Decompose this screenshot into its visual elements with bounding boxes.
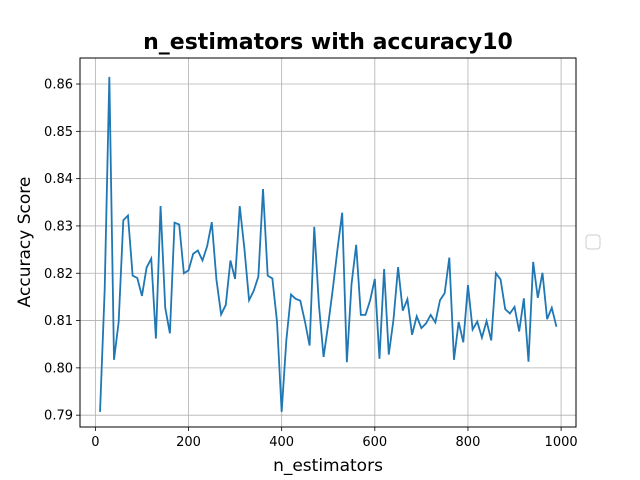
chart-title: n_estimators with accuracy10 bbox=[143, 30, 513, 55]
x-axis-label: n_estimators bbox=[273, 456, 383, 476]
y-tick-label: 0.81 bbox=[44, 314, 73, 329]
plot-frame bbox=[79, 57, 577, 428]
x-tick-label: 400 bbox=[269, 435, 294, 450]
x-axis-ticks: 0 200 400 600 800 1000 bbox=[91, 427, 578, 450]
y-axis-ticks: 0.79 0.80 0.81 0.82 0.83 0.84 0.85 0.86 bbox=[44, 78, 80, 424]
x-tick-label: 200 bbox=[176, 435, 201, 450]
y-tick-label: 0.80 bbox=[44, 361, 73, 376]
series-line bbox=[99, 76, 558, 412]
x-tick-label: 1000 bbox=[545, 435, 578, 450]
y-tick-label: 0.79 bbox=[44, 409, 73, 424]
y-tick-label: 0.85 bbox=[44, 125, 73, 140]
y-axis-label: Accuracy Score bbox=[15, 177, 35, 308]
x-tick-label: 0 bbox=[91, 435, 99, 450]
y-tick-label: 0.86 bbox=[44, 78, 73, 93]
grid-lines bbox=[80, 58, 576, 427]
y-tick-label: 0.83 bbox=[44, 219, 73, 234]
x-tick-label: 800 bbox=[456, 435, 481, 450]
x-tick-label: 600 bbox=[362, 435, 387, 450]
y-tick-label: 0.84 bbox=[44, 172, 73, 187]
y-tick-label: 0.82 bbox=[44, 267, 73, 282]
legend-box bbox=[585, 234, 601, 250]
